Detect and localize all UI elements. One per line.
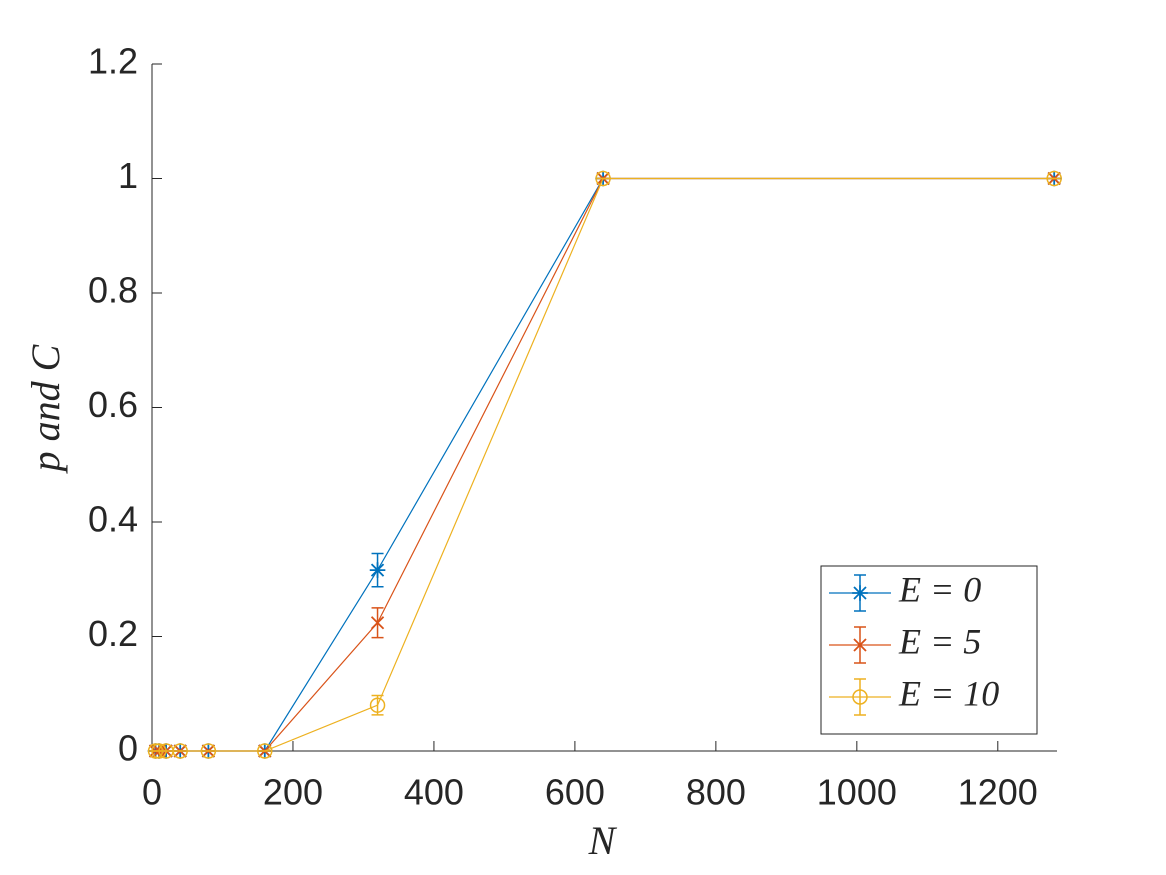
marker-shape [257, 743, 273, 759]
y-tick-label: 0 [118, 728, 138, 769]
marker [257, 743, 273, 759]
legend-marker [853, 638, 867, 652]
y-tick-label: 0.2 [88, 613, 138, 654]
x-tick-label: 0 [142, 772, 162, 813]
marker [369, 697, 386, 713]
marker-shape [369, 562, 386, 578]
legend-label: E = 0 [898, 569, 981, 609]
x-axis-label: N [588, 818, 618, 863]
marker-shape [200, 743, 217, 759]
x-tick-label: 800 [686, 772, 746, 813]
marker [370, 616, 385, 630]
legend-error-bar [854, 678, 866, 716]
legend-label: E = 5 [898, 621, 981, 661]
marker-shape [172, 743, 188, 759]
y-tick-label: 0.8 [88, 270, 138, 311]
marker-shape [370, 616, 385, 630]
marker [200, 743, 217, 759]
marker-shape [595, 170, 611, 187]
marker [595, 170, 611, 187]
legend-marker [852, 585, 868, 601]
y-tick-label: 1.2 [88, 41, 138, 82]
legend-box [820, 565, 1038, 735]
marker [1046, 170, 1062, 187]
y-tick-label: 0.6 [88, 384, 138, 425]
x-tick-label: 400 [404, 772, 464, 813]
marker-shape [1046, 170, 1062, 187]
x-tick-label: 1000 [817, 772, 897, 813]
x-tick-label: 200 [263, 772, 323, 813]
marker [369, 562, 386, 578]
x-tick-label: 600 [545, 772, 605, 813]
x-tick-label: 1200 [958, 772, 1038, 813]
marker-shape [853, 638, 867, 652]
legend-marker [852, 689, 868, 705]
legend: E = 0 E = 5 E = 10 [820, 565, 1038, 735]
marker-shape [852, 689, 868, 705]
legend-label: E = 10 [898, 673, 999, 713]
y-axis-label: p and C [23, 343, 68, 474]
marker-shape [852, 585, 868, 601]
marker-shape [369, 697, 386, 713]
y-tick-label: 1 [118, 155, 138, 196]
marker [172, 743, 188, 759]
y-tick-label: 0.4 [88, 499, 138, 540]
